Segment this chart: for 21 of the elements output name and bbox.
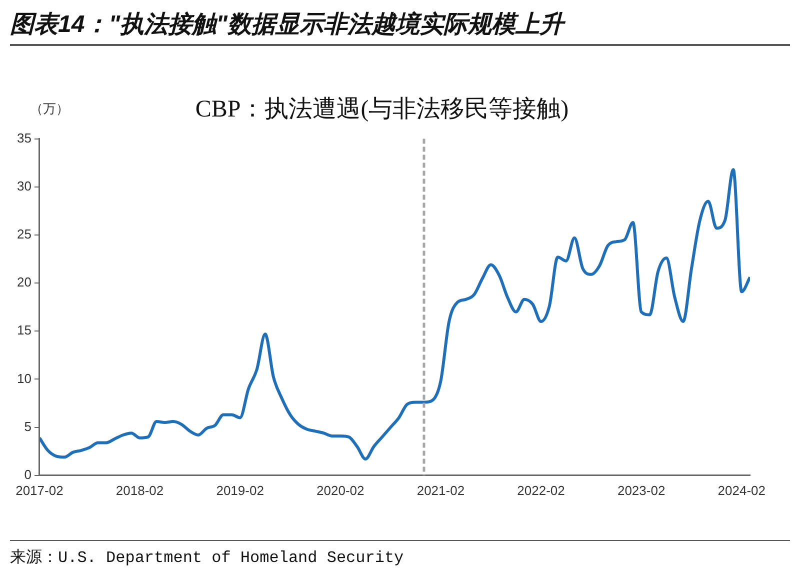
x-tick-label: 2022-02 [517, 482, 565, 498]
x-tick-label: 2018-02 [116, 482, 164, 498]
x-tick-label: 2020-02 [316, 482, 364, 498]
y-tick-label: 5 [24, 418, 32, 434]
y-tick-label: 20 [16, 274, 32, 290]
y-tick-label: 0 [24, 466, 32, 482]
line-series [39, 168, 750, 461]
chart-title: 图表14："执法接触"数据显示非法越境实际规模上升 [10, 11, 564, 38]
y-tick-label: 30 [16, 178, 32, 194]
x-tick-label: 2021-02 [416, 482, 465, 498]
y-tick-label: 35 [16, 130, 32, 146]
y-tick-label: 10 [16, 370, 32, 386]
y-tick-label: 15 [16, 322, 32, 338]
x-tick-label: 2019-02 [216, 482, 264, 498]
chart-subtitle: CBP：执法遭遇(与非法移民等接触) [195, 96, 569, 123]
x-tick-label: 2023-02 [617, 482, 666, 498]
source-note: 来源：U.S. Department of Homeland Security [10, 548, 405, 568]
x-tick-label: 2017-02 [16, 482, 64, 498]
y-axis-title: （万） [30, 100, 69, 118]
y-tick-label: 25 [16, 226, 32, 242]
x-tick-label: 2024-02 [718, 482, 766, 498]
